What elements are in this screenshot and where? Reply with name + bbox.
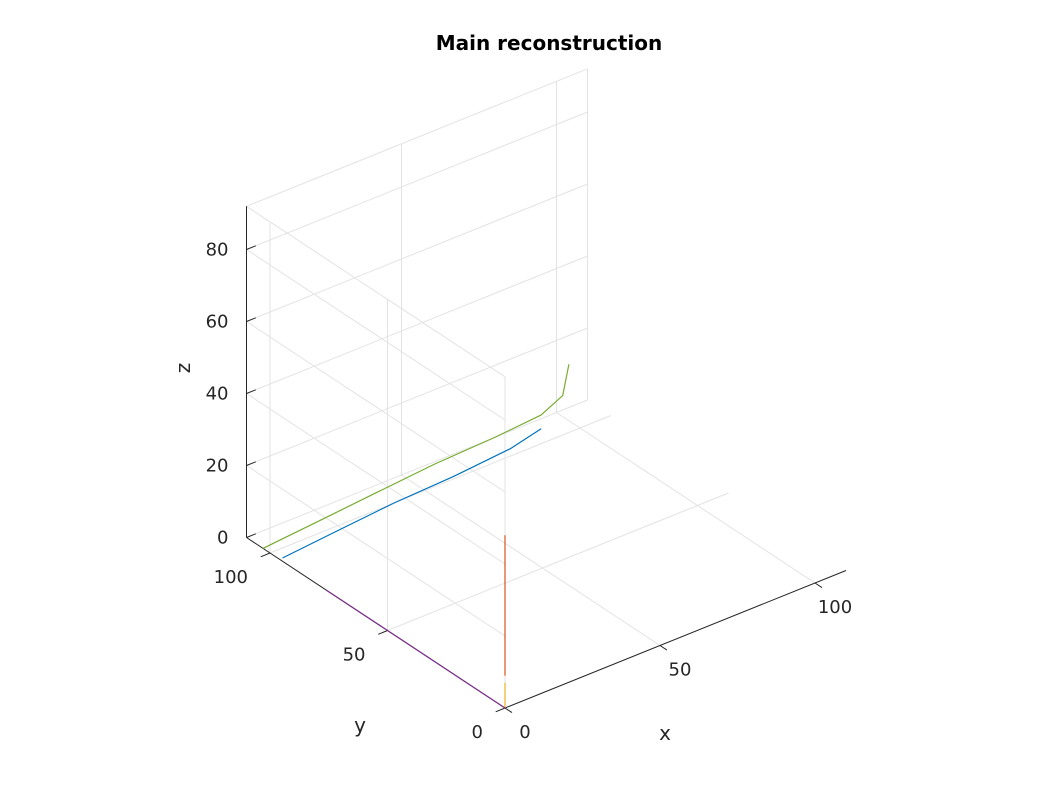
x-axis-label: x [659,721,671,745]
x-tick-mark [814,582,823,589]
grid-lines [246,68,847,709]
x-tick-mark [504,707,513,714]
z-tick-mark [246,245,256,250]
z-tick-label: 60 [206,312,229,333]
y-tick-mark [495,707,506,713]
y-tick-mark [260,552,271,558]
box-edge [246,68,588,207]
y-tick-label: 0 [472,722,483,743]
floor-gridline-x [556,412,816,584]
z-tick-label: 20 [206,456,229,477]
series-line-5 [262,364,570,549]
wall-gridline-z [246,465,506,637]
x-axis-line [504,570,847,709]
z-tick-mark [246,389,256,394]
axes [246,206,847,714]
z-tick-mark [246,533,256,538]
x-tick-mark [659,645,668,651]
floor-gridline-x [401,474,661,646]
z-tick-label: 0 [217,528,228,549]
floor-gridline-y [269,415,612,554]
z-tick-label: 40 [206,384,229,405]
wall-gridline-z [246,327,588,466]
series-line-4 [326,589,506,709]
z-tick-mark [246,461,256,466]
y-tick-label: 100 [214,567,248,588]
y-axis-label: y [354,713,366,737]
y-tick-label: 50 [343,645,366,666]
wall-gridline-z [246,183,588,322]
wall-gridline-z [246,399,588,538]
z-tick-mark [246,317,256,322]
series-line-1 [282,428,542,559]
y-tick-mark [378,630,388,635]
z-axis-label: z [171,363,195,374]
x-tick-label: 100 [818,597,852,618]
wall-gridline-z [246,111,588,250]
wall-gridline-z [246,321,506,493]
x-tick-label: 50 [669,660,692,681]
x-tick-label: 0 [519,722,530,743]
data-series [262,364,570,709]
floor-gridline-y [387,492,729,631]
chart-title: Main reconstruction [436,31,663,55]
wall-gridline-z [246,249,506,421]
z-tick-label: 80 [206,240,229,261]
wall-gridline-z [246,393,506,565]
tick-labels: 0 50 100 0 50 100 0 20 40 60 80 [206,240,853,744]
box-edge [246,205,506,378]
wall-gridline-z [246,255,588,394]
